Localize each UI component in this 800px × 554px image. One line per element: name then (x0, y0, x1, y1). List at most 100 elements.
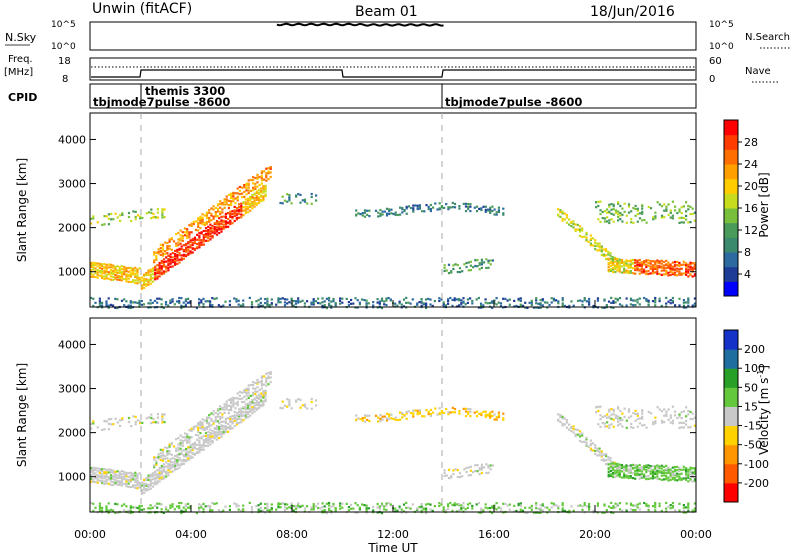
power-cell (458, 207, 461, 210)
velocity-cell (608, 424, 611, 427)
power-cell (489, 210, 492, 213)
velocity-cell (456, 475, 459, 479)
power-cell (570, 225, 573, 228)
velocity-cell (589, 442, 592, 445)
power-cell (456, 270, 459, 274)
power-cell (299, 300, 302, 303)
power-cell (627, 205, 631, 208)
power-cell (158, 272, 161, 275)
velocity-cell (480, 507, 483, 510)
power-cell (610, 208, 613, 211)
power-cell (636, 220, 639, 223)
velocity-cell (212, 420, 215, 423)
power-cell (355, 213, 358, 216)
power-cell (255, 196, 258, 199)
power-cell (118, 275, 121, 278)
velocity-cell (169, 470, 172, 473)
power-cell (484, 301, 487, 304)
power-cell (358, 303, 361, 306)
velocity-cell (669, 414, 672, 417)
velocity-cell (204, 440, 208, 444)
velocity-cell (174, 464, 177, 467)
velocity-cell (665, 410, 668, 413)
velocity-cell (383, 415, 386, 418)
power-cell (682, 205, 685, 208)
power-cell (685, 273, 688, 276)
velocity-cell (301, 404, 304, 407)
velocity-cell (145, 484, 148, 487)
power-cell (157, 252, 160, 255)
velocity-cell (561, 504, 564, 507)
power-cell (474, 259, 477, 262)
velocity-cell (182, 453, 185, 457)
power-cell (189, 252, 192, 255)
velocity-cell (260, 384, 263, 387)
power-cell (378, 301, 381, 304)
power-cell (232, 197, 235, 201)
velocity-cell (312, 506, 315, 509)
velocity-cell (189, 457, 192, 460)
velocity-cell (478, 412, 481, 415)
power-cell (196, 238, 199, 241)
velocity-cell (107, 418, 110, 421)
velocity-cell (676, 479, 679, 482)
power-cell (599, 209, 602, 212)
power-cell (687, 271, 690, 274)
velocity-cell (161, 418, 164, 422)
power-cell (214, 206, 217, 210)
velocity-cell (211, 435, 214, 438)
power-cell (158, 268, 161, 271)
velocity-cell (224, 428, 227, 431)
velocity-cell (506, 504, 509, 507)
velocity-cell (383, 508, 386, 511)
velocity-cell (493, 418, 496, 421)
power-cell (596, 297, 599, 300)
velocity-cell (693, 507, 696, 510)
velocity-cell (674, 509, 677, 512)
velocity-cell (665, 414, 668, 417)
power-cell (689, 212, 692, 216)
velocity-cell (179, 447, 182, 450)
velocity-cell (596, 504, 599, 507)
power-cell (425, 306, 428, 310)
power-cell (687, 304, 690, 307)
velocity-cell (110, 423, 113, 426)
velocity-cell (654, 501, 657, 505)
velocity-colorbar-label-2: 50 (744, 381, 758, 394)
power-cell (127, 304, 130, 307)
velocity-cell (136, 487, 139, 490)
velocity-cell (266, 505, 269, 508)
power-cell (114, 297, 117, 300)
velocity-cell (209, 435, 212, 438)
velocity-cell (443, 469, 446, 472)
velocity-cell (107, 476, 110, 479)
power-cell (260, 198, 263, 202)
velocity-cell (191, 444, 194, 447)
velocity-cell (260, 382, 263, 385)
velocity-cell (202, 441, 205, 444)
velocity-cell (143, 484, 146, 487)
power-cell (236, 187, 239, 190)
velocity-cell (184, 505, 187, 508)
velocity-cell (345, 502, 348, 505)
power-cell (138, 276, 141, 279)
power-cell (178, 301, 181, 305)
power-cell (403, 209, 406, 212)
power-cell (171, 265, 174, 268)
power-cell (458, 267, 462, 270)
power-cell (233, 219, 236, 223)
velocity-cell (257, 397, 261, 400)
power-cell (463, 263, 466, 266)
power-cell (116, 216, 119, 219)
velocity-cell (235, 414, 238, 417)
velocity-cell (641, 412, 644, 415)
velocity-cell (238, 410, 241, 414)
velocity-cell (581, 440, 584, 444)
power-cell (90, 272, 93, 275)
power-cell (614, 257, 617, 260)
power-cell (251, 207, 254, 210)
power-cell (665, 205, 668, 208)
power-cell (641, 212, 644, 215)
power-cell (251, 194, 254, 197)
power-cell (667, 271, 670, 274)
